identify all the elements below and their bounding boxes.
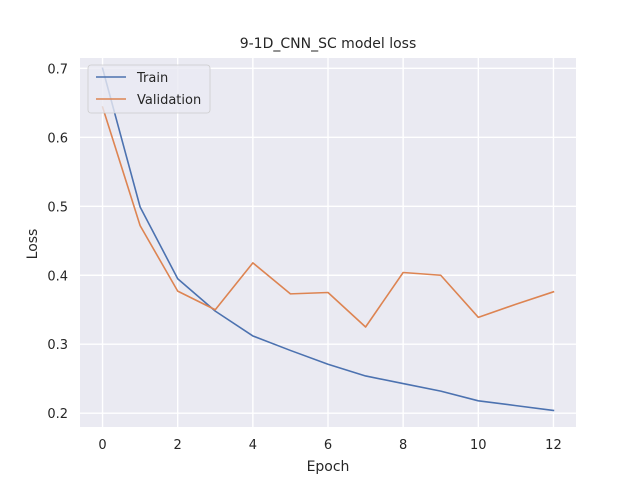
x-tick-label: 12 [545,438,562,453]
y-tick-label: 0.3 [47,338,68,353]
series-lines [101,67,555,412]
y-tick-label: 0.2 [47,407,68,422]
y-tick-label: 0.7 [47,62,68,77]
chart-title: 9-1D_CNN_SC model loss [240,36,417,52]
y-tick-label: 0.4 [47,269,68,284]
tick-labels: 0 2 4 6 8 10 12 0.2 0.3 0.4 0.5 0.6 0.7 [47,62,561,453]
legend: Train Validation [87,64,211,114]
y-tick-label: 0.6 [47,131,68,146]
y-tick-label: 0.5 [47,200,68,215]
x-tick-label: 10 [470,438,487,453]
x-tick-label: 4 [249,438,257,453]
x-axis-label: Epoch [307,459,350,475]
grid-lines [80,58,576,427]
legend-label-train: Train [136,71,168,86]
x-tick-label: 2 [174,438,182,453]
x-tick-label: 6 [324,438,332,453]
x-tick-label: 0 [98,438,106,453]
y-axis-label: Loss [25,229,41,260]
legend-label-validation: Validation [137,93,201,108]
x-tick-label: 8 [399,438,407,453]
